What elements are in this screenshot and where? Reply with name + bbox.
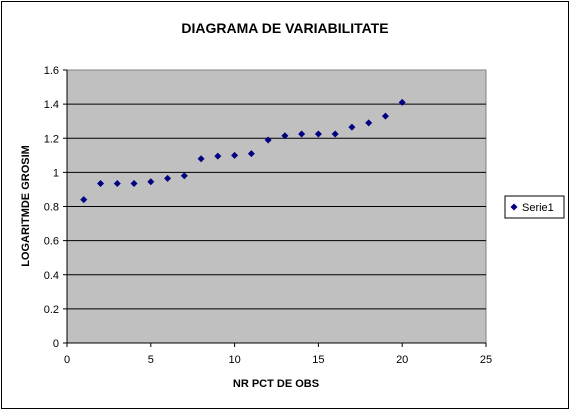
x-axis-label: NR PCT DE OBS <box>233 378 319 390</box>
legend: Serie1 <box>504 195 565 219</box>
data-point-14 <box>298 130 306 138</box>
legend-box <box>504 195 565 219</box>
data-point-2 <box>97 179 105 187</box>
y-tick-label-7: 1.4 <box>44 99 59 111</box>
data-point-17 <box>348 123 356 131</box>
y-tick-label-5: 1 <box>53 167 59 179</box>
y-axis-ticks: 0 0.2 0.4 0.6 0.8 1 1.2 1.4 1.6 <box>44 65 67 350</box>
data-point-7 <box>180 172 188 180</box>
y-tick-label-2: 0.4 <box>44 270 59 282</box>
data-point-18 <box>365 119 373 127</box>
y-tick-label-3: 0.6 <box>44 236 59 248</box>
data-point-16 <box>331 130 339 138</box>
chart-title: DIAGRAMA DE VARIABILITATE <box>181 20 388 36</box>
x-tick-label-4: 20 <box>396 354 408 366</box>
x-tick-label-3: 15 <box>312 354 324 366</box>
x-tick-label-0: 0 <box>64 354 70 366</box>
gridlines <box>66 70 486 344</box>
data-point-9 <box>214 152 222 160</box>
data-point-19 <box>381 112 389 120</box>
data-point-10 <box>231 151 239 159</box>
data-point-8 <box>197 155 205 163</box>
data-point-3 <box>113 179 121 187</box>
data-point-5 <box>147 178 155 186</box>
y-tick-label-4: 0.8 <box>44 202 59 214</box>
data-point-20 <box>398 98 406 106</box>
data-point-6 <box>164 174 172 182</box>
legend-marker <box>510 203 518 211</box>
data-point-15 <box>314 130 322 138</box>
y-tick-label-1: 0.2 <box>44 304 59 316</box>
x-axis-ticks: 0 5 10 15 20 25 <box>64 343 492 366</box>
series-points <box>80 98 406 204</box>
y-tick-label-6: 1.2 <box>44 133 59 145</box>
data-point-13 <box>281 132 289 140</box>
y-tick-label-0: 0 <box>53 338 59 350</box>
y-tick-label-8: 1.6 <box>44 65 59 77</box>
data-point-12 <box>264 136 272 144</box>
data-point-4 <box>130 179 138 187</box>
x-tick-label-1: 5 <box>148 354 154 366</box>
data-point-11 <box>247 150 255 158</box>
x-tick-label-2: 10 <box>228 354 240 366</box>
y-axis-label: LOGARITMDE GROSIM <box>20 145 32 267</box>
legend-entry-serie1: Serie1 <box>522 202 554 214</box>
x-tick-label-5: 25 <box>480 354 492 366</box>
data-point-1 <box>80 196 88 204</box>
